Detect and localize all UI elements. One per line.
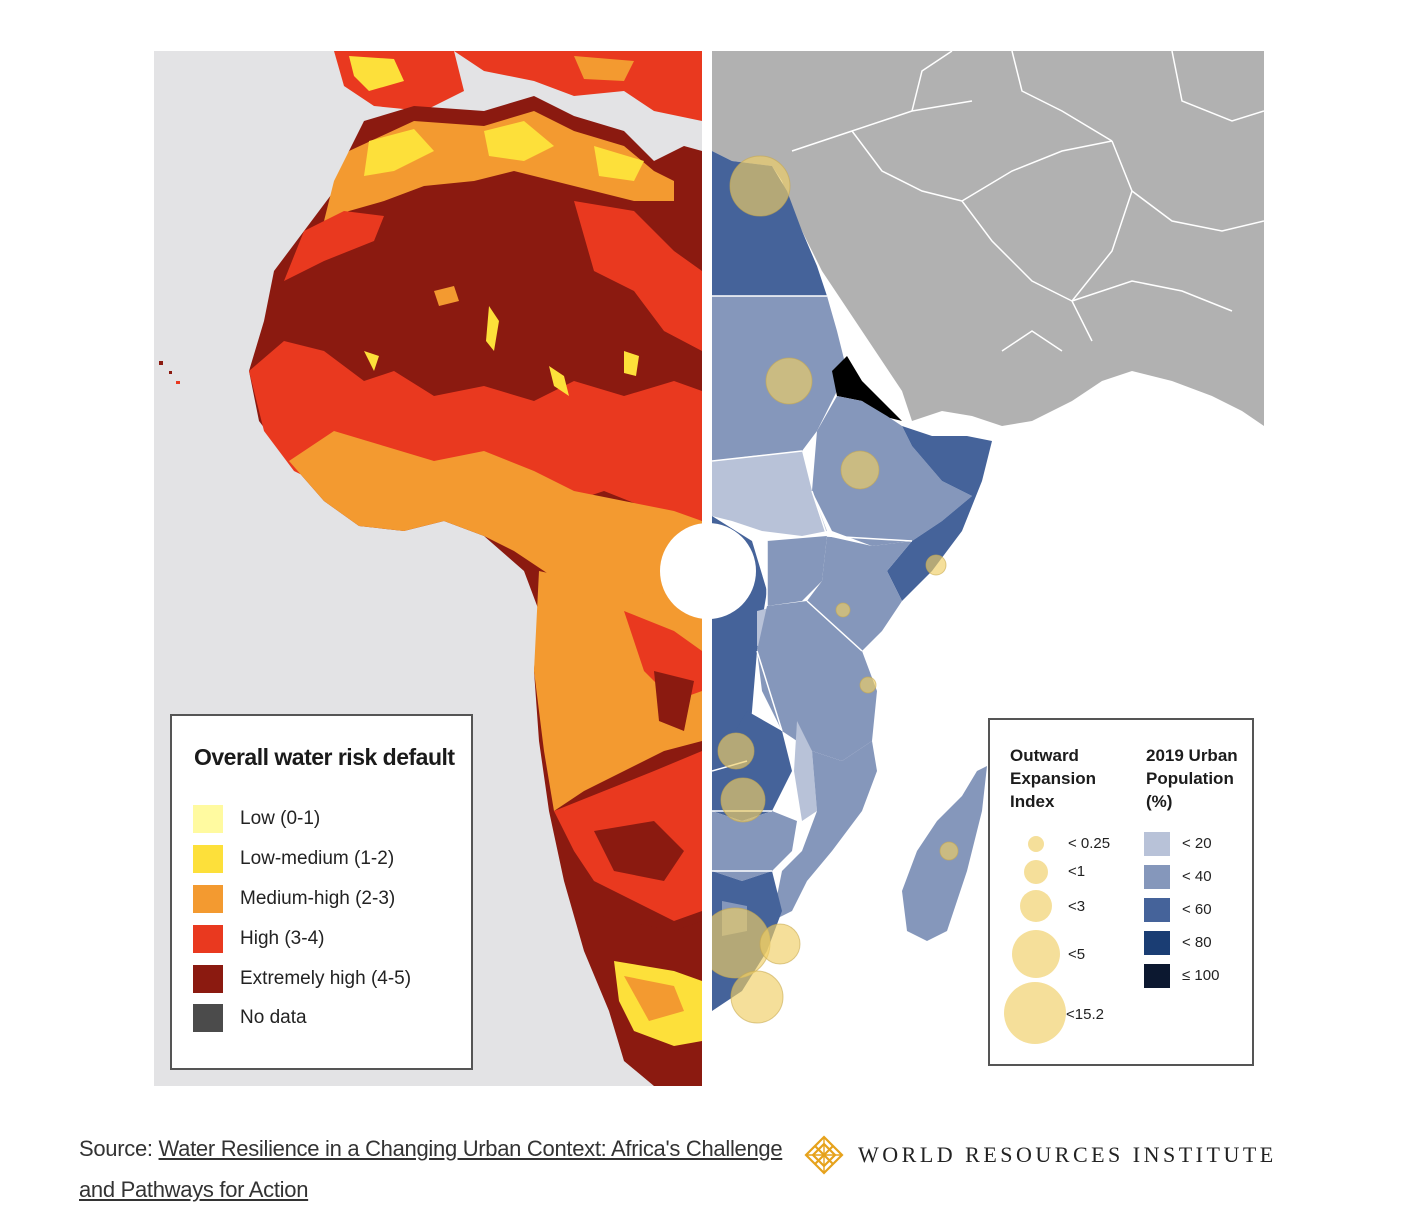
legend-item-high: High (3-4): [193, 924, 324, 954]
bubble-key-3: [1012, 930, 1060, 978]
legend-label: High (3-4): [240, 928, 325, 949]
expansion-label: <5: [1068, 946, 1086, 963]
legend-swatch-low-medium: [193, 845, 223, 873]
population-swatch-80: [1144, 931, 1170, 955]
africa-water-risk-map-graphic: [159, 51, 702, 1086]
expansion-label: < 0.25: [1068, 835, 1111, 852]
population-label: < 20: [1182, 835, 1212, 852]
legend-item-low-medium: Low-medium (1-2): [193, 844, 394, 874]
population-label: < 80: [1182, 934, 1212, 951]
legend-swatch-high: [193, 925, 223, 953]
expansion-index-title: Outward Expansion Index: [1010, 746, 1096, 811]
legend-item-medium-high: Medium-high (2-3): [193, 884, 395, 914]
legend-item-extremely-high: Extremely high (4-5): [193, 964, 411, 994]
wri-emblem-icon: [804, 1135, 844, 1175]
source-prefix: Source:: [79, 1136, 159, 1161]
population-label: ≤ 100: [1182, 967, 1220, 984]
bubble-key-2: [1020, 890, 1052, 922]
population-swatch-60: [1144, 898, 1170, 922]
source-caption: Source: Water Resilience in a Changing U…: [79, 1128, 789, 1210]
legend-swatch-low: [193, 805, 223, 833]
legend-label: Low-medium (1-2): [240, 848, 395, 869]
legend-swatch-medium-high: [193, 885, 223, 913]
urban-population-legend: Outward Expansion Index 2019 Urban Popul…: [988, 718, 1254, 1066]
legend-item-no-data: No data: [193, 1003, 307, 1033]
population-swatch-40: [1144, 865, 1170, 889]
water-risk-map: [154, 51, 702, 1086]
bubble-key-4: [1004, 982, 1066, 1044]
compare-slider-handle[interactable]: [660, 523, 756, 619]
legend-label: Extremely high (4-5): [240, 968, 412, 989]
legend-swatch-extremely-high: [193, 965, 223, 993]
bubble-key-0: [1028, 836, 1044, 852]
population-swatch-100: [1144, 964, 1170, 988]
population-label: < 60: [1182, 901, 1212, 918]
expansion-label: <3: [1068, 898, 1086, 915]
expansion-label: <15.2: [1066, 1006, 1104, 1023]
bubble-key-1: [1024, 860, 1048, 884]
urban-population-title: 2019 Urban Population (%): [1146, 746, 1238, 811]
legend-label: Medium-high (2-3): [240, 888, 396, 909]
wri-logo: WORLD RESOURCES INSTITUTE: [804, 1135, 1277, 1175]
legend-swatch-no-data: [193, 1004, 223, 1032]
east-africa-urban-map-graphic: [712, 51, 1264, 1024]
urban-population-map: [712, 51, 1264, 1086]
legend-item-low: Low (0-1): [193, 804, 320, 834]
water-risk-legend-title: Overall water risk default: [194, 744, 455, 770]
expansion-label: <1: [1068, 863, 1086, 880]
legend-label: Low (0-1): [240, 808, 321, 829]
source-link[interactable]: Water Resilience in a Changing Urban Con…: [79, 1136, 783, 1202]
water-risk-legend: Overall water risk default Low (0-1) Low…: [170, 714, 473, 1070]
population-label: < 40: [1182, 868, 1212, 885]
wri-logo-text: WORLD RESOURCES INSTITUTE: [858, 1142, 1277, 1167]
legend-label: No data: [240, 1007, 307, 1028]
population-swatch-20: [1144, 832, 1170, 856]
